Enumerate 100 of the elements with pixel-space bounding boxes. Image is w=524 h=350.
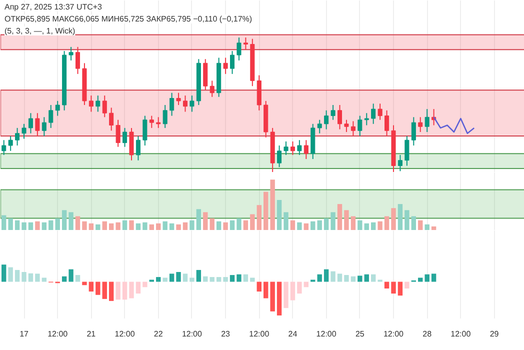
bar: [216, 221, 222, 230]
bar: [418, 220, 423, 230]
bar: [290, 282, 296, 300]
candlestick: [162, 104, 168, 128]
bar: [398, 282, 403, 296]
bar: [424, 274, 430, 282]
bar: [82, 282, 87, 286]
bar: [344, 275, 349, 282]
bar: [14, 270, 20, 282]
candlestick: [22, 123, 26, 140]
candlestick: [75, 46, 80, 74]
x-tick-label: 12:00: [48, 330, 68, 338]
bar: [431, 226, 436, 230]
bar: [62, 210, 67, 230]
bar: [116, 222, 120, 230]
bar: [8, 267, 13, 282]
bar: [230, 220, 235, 230]
bar: [28, 222, 34, 230]
candlestick: [384, 110, 390, 137]
bar: [116, 282, 120, 300]
candlestick: [129, 127, 134, 161]
bar: [102, 221, 107, 230]
bar: [48, 220, 54, 230]
bar: [162, 278, 168, 282]
bar: [370, 222, 376, 230]
bar: [404, 210, 410, 230]
bar: [162, 221, 168, 230]
bar: [398, 204, 403, 230]
bar: [297, 282, 302, 294]
bar: [129, 282, 134, 298]
bar: [55, 218, 60, 230]
bar: [317, 220, 322, 230]
x-tick-label: 12:00: [114, 330, 136, 338]
bar: [182, 222, 188, 230]
bar: [14, 220, 20, 230]
bar: [256, 282, 262, 292]
bar: [176, 224, 181, 230]
bar: [142, 222, 148, 230]
candlestick: [182, 95, 188, 112]
bar: [42, 278, 47, 282]
bar: [210, 277, 214, 282]
bar: [196, 270, 202, 282]
bar: [108, 223, 114, 230]
bar: [324, 269, 329, 282]
candlestick: [404, 136, 410, 166]
bar: [276, 200, 282, 230]
candlestick: [223, 57, 228, 74]
candlestick: [203, 58, 208, 91]
candlestick: [378, 103, 382, 120]
x-tick-label: 29: [490, 330, 500, 338]
bar: [230, 275, 235, 282]
bar: [264, 282, 268, 298]
candlestick: [42, 116, 46, 137]
bar: [236, 218, 242, 230]
bar: [404, 282, 410, 288]
bar: [370, 274, 376, 282]
candlestick: [190, 95, 194, 112]
candlestick: [337, 104, 342, 130]
candlestick: [122, 127, 128, 148]
bar: [2, 215, 6, 230]
candlestick: [149, 115, 154, 128]
candlestick: [317, 119, 322, 134]
bar: [62, 276, 67, 282]
x-tick-label: 12:00: [316, 330, 337, 338]
candlestick: [8, 136, 13, 152]
candlestick: [398, 154, 402, 172]
bar: [82, 221, 87, 230]
candlestick: [290, 140, 295, 156]
candlestick: [350, 120, 356, 137]
bar: [424, 224, 430, 230]
candlestick: [344, 119, 349, 132]
candlestick: [116, 119, 120, 148]
bar: [35, 274, 40, 282]
bar: [250, 214, 255, 230]
candlestick: [364, 112, 369, 126]
candlestick: [35, 112, 40, 137]
candlestick: [176, 92, 181, 106]
text: Апр 27, 2025 13:37 UTC+3: [4, 2, 103, 12]
candlestick: [304, 140, 308, 160]
candlestick: [48, 104, 54, 128]
bar: [35, 221, 40, 230]
bar: [88, 223, 94, 230]
bar: [216, 277, 222, 282]
bar: [182, 274, 188, 282]
bar: [276, 282, 282, 316]
candlestick: [243, 36, 248, 50]
text: ОТКР65,895 МАКС66,065 МИН65,725 ЗАКР65,795 −0,110 (−0,17%): [4, 14, 252, 24]
bar: [411, 216, 416, 230]
candlestick: [411, 116, 416, 146]
bar: [210, 218, 214, 230]
bar: [142, 282, 148, 288]
bar: [42, 222, 47, 230]
bar: [22, 272, 26, 282]
bar: [264, 192, 268, 230]
bar: [156, 277, 161, 282]
x-tick-label: 17: [20, 330, 30, 338]
candlestick: [297, 140, 302, 156]
bar: [190, 278, 194, 282]
candlestick: [2, 140, 6, 156]
candlestick: [236, 36, 242, 61]
